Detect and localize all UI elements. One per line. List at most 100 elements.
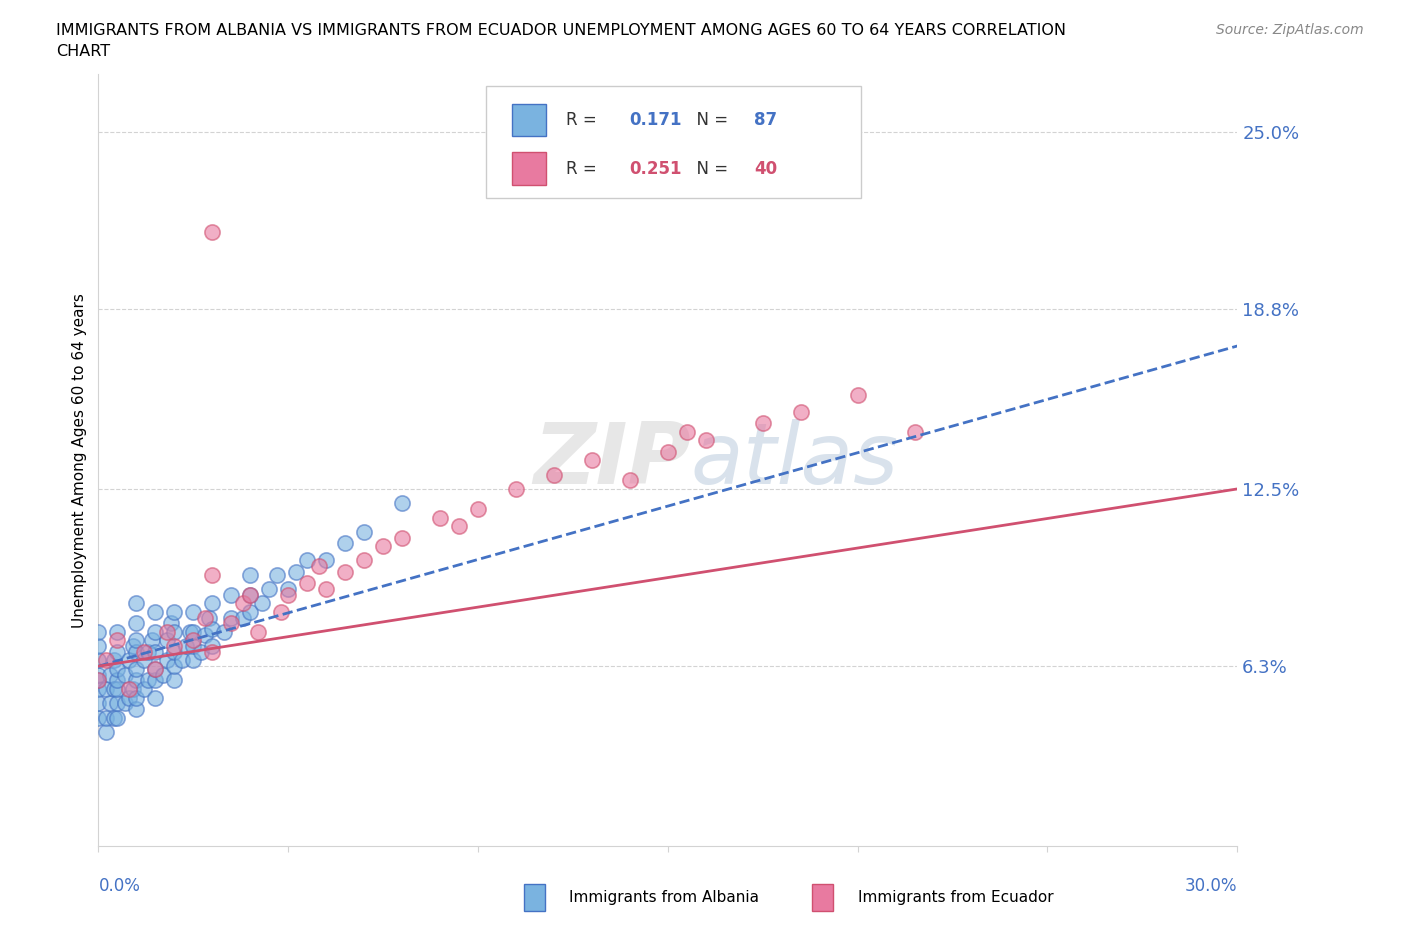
Point — [145, 644, 167, 659]
Point — [315, 553, 337, 568]
FancyBboxPatch shape — [512, 104, 546, 136]
Point — [429, 510, 451, 525]
Point — [107, 696, 129, 711]
Text: 0.0%: 0.0% — [98, 877, 141, 895]
Point — [183, 639, 205, 654]
Text: Immigrants from Albania: Immigrants from Albania — [569, 890, 759, 905]
Point — [221, 587, 243, 602]
Point — [125, 661, 148, 676]
Text: Immigrants from Ecuador: Immigrants from Ecuador — [858, 890, 1053, 905]
Point — [163, 624, 186, 639]
Point — [145, 690, 167, 705]
Text: CHART: CHART — [56, 44, 110, 59]
Point — [266, 567, 288, 582]
Point — [163, 644, 186, 659]
Text: 87: 87 — [755, 111, 778, 129]
FancyBboxPatch shape — [512, 153, 546, 185]
Point — [94, 653, 117, 668]
Point — [145, 604, 167, 619]
Point — [121, 639, 143, 654]
Point — [118, 690, 141, 705]
Point — [183, 633, 205, 648]
Point — [221, 616, 243, 631]
Text: 0.251: 0.251 — [628, 160, 682, 178]
Point — [121, 682, 143, 697]
Point — [239, 587, 262, 602]
Point — [107, 682, 129, 697]
Point — [212, 624, 235, 639]
Point — [315, 581, 337, 596]
Point — [201, 224, 224, 239]
Point — [125, 596, 148, 611]
Point — [277, 581, 299, 596]
Point — [163, 658, 186, 673]
Point — [297, 553, 319, 568]
Point — [904, 424, 927, 439]
Point — [190, 644, 212, 659]
Point — [201, 621, 224, 636]
Point — [145, 673, 167, 688]
Text: IMMIGRANTS FROM ALBANIA VS IMMIGRANTS FROM ECUADOR UNEMPLOYMENT AMONG AGES 60 TO: IMMIGRANTS FROM ALBANIA VS IMMIGRANTS FR… — [56, 23, 1066, 38]
Point — [335, 536, 357, 551]
Point — [107, 624, 129, 639]
Point — [114, 668, 136, 683]
Point — [136, 673, 159, 688]
Point — [141, 633, 163, 648]
Point — [103, 682, 125, 697]
Point — [136, 644, 159, 659]
Point — [676, 424, 699, 439]
Point — [103, 711, 125, 725]
Point — [159, 616, 181, 631]
Point — [156, 653, 179, 668]
Point — [125, 690, 148, 705]
Point — [353, 553, 375, 568]
Point — [194, 610, 217, 625]
Point — [353, 525, 375, 539]
Point — [232, 596, 254, 611]
Point — [87, 639, 110, 654]
Point — [87, 711, 110, 725]
Point — [232, 610, 254, 625]
Point — [657, 445, 679, 459]
Text: R =: R = — [567, 111, 603, 129]
Point — [125, 644, 148, 659]
Point — [156, 633, 179, 648]
Point — [467, 501, 489, 516]
Point — [107, 633, 129, 648]
Point — [619, 473, 641, 488]
Point — [250, 596, 273, 611]
Point — [132, 644, 155, 659]
Text: ZIP: ZIP — [533, 418, 690, 502]
Point — [98, 696, 121, 711]
Point — [132, 653, 155, 668]
Point — [752, 416, 775, 431]
Text: atlas: atlas — [690, 418, 898, 502]
Point — [87, 696, 110, 711]
Text: 0.171: 0.171 — [628, 111, 682, 129]
Point — [107, 711, 129, 725]
Point — [201, 596, 224, 611]
Point — [87, 624, 110, 639]
Point — [543, 467, 565, 482]
Point — [132, 682, 155, 697]
Text: N =: N = — [686, 160, 734, 178]
Point — [87, 668, 110, 683]
Point — [145, 661, 167, 676]
Point — [174, 639, 197, 654]
Point — [163, 604, 186, 619]
Point — [87, 653, 110, 668]
Point — [197, 610, 219, 625]
Point — [98, 668, 121, 683]
Point — [107, 644, 129, 659]
Point — [118, 653, 141, 668]
Point — [145, 661, 167, 676]
Point — [170, 653, 193, 668]
Point — [201, 639, 224, 654]
Point — [239, 567, 262, 582]
Point — [183, 624, 205, 639]
Point — [246, 624, 269, 639]
Point — [581, 453, 603, 468]
Text: 30.0%: 30.0% — [1185, 877, 1237, 895]
Point — [114, 696, 136, 711]
Point — [391, 530, 413, 545]
